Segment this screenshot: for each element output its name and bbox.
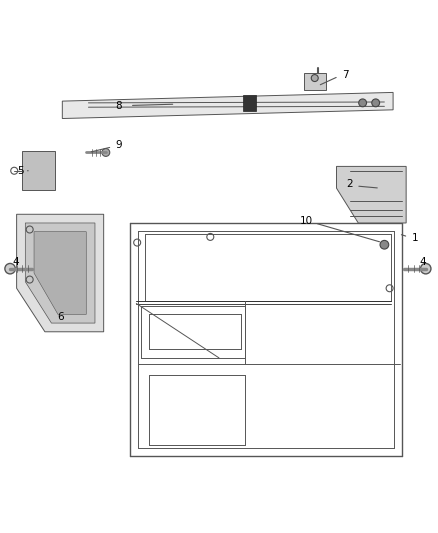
Circle shape	[311, 75, 318, 82]
Text: 4: 4	[419, 257, 426, 267]
Circle shape	[5, 263, 15, 274]
Text: 8: 8	[116, 101, 122, 111]
Polygon shape	[336, 166, 406, 223]
Text: 6: 6	[57, 312, 64, 321]
Polygon shape	[34, 232, 86, 314]
Polygon shape	[243, 95, 256, 111]
Text: 1: 1	[412, 233, 418, 243]
Text: 5: 5	[18, 166, 24, 176]
Polygon shape	[22, 151, 55, 190]
Circle shape	[102, 149, 110, 156]
Circle shape	[420, 263, 431, 274]
Text: 4: 4	[12, 257, 19, 267]
Circle shape	[372, 99, 380, 107]
Polygon shape	[62, 92, 393, 118]
Text: 7: 7	[342, 70, 349, 80]
Polygon shape	[304, 73, 325, 90]
Text: 10: 10	[300, 216, 313, 226]
Polygon shape	[17, 214, 104, 332]
Text: 2: 2	[346, 179, 353, 189]
Text: 9: 9	[116, 140, 122, 150]
Circle shape	[359, 99, 367, 107]
Polygon shape	[25, 223, 95, 323]
Circle shape	[380, 240, 389, 249]
